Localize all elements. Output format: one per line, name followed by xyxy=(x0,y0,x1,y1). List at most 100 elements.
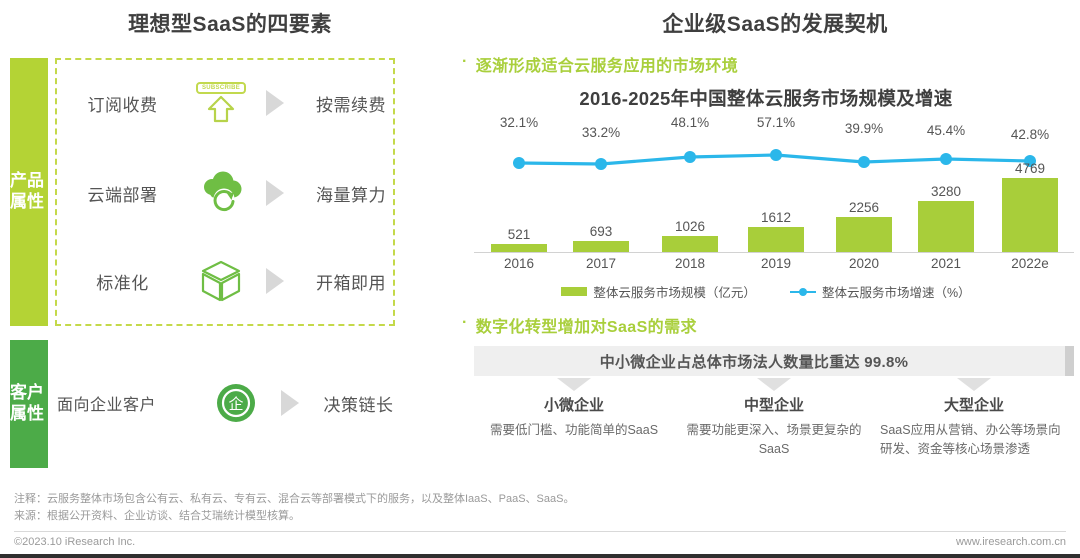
bullet-heading-demand: · 数字化转型增加对SaaS的需求 xyxy=(462,313,1080,337)
banner-tail-block xyxy=(1065,346,1074,376)
down-triangle-icon xyxy=(957,378,991,391)
growth-label: 42.8% xyxy=(1010,127,1050,142)
growth-label: 45.4% xyxy=(926,123,966,138)
enterprise-badge-char: 企 xyxy=(228,395,243,413)
bar-rect xyxy=(918,201,974,252)
footer-divider xyxy=(14,531,1066,532)
footer: 注释：云服务整体市场包含公有云、私有云、专有云、混合云等部署模式下的服务，以及整… xyxy=(14,491,1066,548)
segment-desc: 需要低门槛、功能简单的SaaS xyxy=(489,423,659,437)
x-tick: 2017 xyxy=(585,256,617,271)
flow-arrow-icon xyxy=(252,90,297,116)
bar-column: 693 xyxy=(573,224,629,252)
element-label-left: 云端部署 xyxy=(87,185,158,205)
bar-value: 2256 xyxy=(848,200,880,215)
bar-column: 521 xyxy=(491,227,547,252)
segment-column-medium: 中型企业 需要功能更深入、场景更复杂的SaaS xyxy=(674,378,874,460)
bullet-heading-market-label: 逐渐形成适合云服务应用的市场环境 xyxy=(475,58,739,75)
x-tick: 2021 xyxy=(930,256,962,271)
x-tick: 2018 xyxy=(674,256,706,271)
group-tab-product: 产品属性 xyxy=(10,58,48,326)
x-tick: 2019 xyxy=(760,256,792,271)
element-label-right: 按需续费 xyxy=(316,95,386,115)
group-tab-customer-label: 客户属性 xyxy=(10,383,44,423)
down-triangle-icon xyxy=(757,378,791,391)
smb-share-banner-label: 中小微企业占总体市场法人数量比重达 99.8% xyxy=(599,353,909,371)
growth-label: 39.9% xyxy=(844,121,884,136)
element-label-left: 面向企业客户 xyxy=(57,397,157,414)
enterprise-badge-icon: 企 xyxy=(205,381,267,425)
footer-note: 注释：云服务整体市场包含公有云、私有云、专有云、混合云等部署模式下的服务，以及整… xyxy=(14,492,575,505)
subscribe-badge-text: SUBSCRIBE xyxy=(195,82,247,94)
bar-value: 1026 xyxy=(674,219,706,234)
legend-item-bar: 整体云服务市场规模（亿元） xyxy=(561,282,756,301)
x-axis-tick-labels: 2016 2017 2018 2019 2020 2021 2022e xyxy=(474,256,1074,276)
segment-desc: SaaS应用从营销、办公等场景向研发、资金等核心场景渗透 xyxy=(880,423,1061,457)
bar-rect xyxy=(1002,178,1058,252)
group-tab-customer: 客户属性 xyxy=(10,340,48,468)
bar-value: 1612 xyxy=(760,210,792,225)
element-row: 标准化 开箱即用 xyxy=(55,236,405,326)
segment-column-large: 大型企业 SaaS应用从营销、办公等场景向研发、资金等核心场景渗透 xyxy=(874,378,1074,460)
bar-rect xyxy=(836,217,892,252)
footer-copyright: ©2023.10 iResearch Inc. xyxy=(14,536,136,548)
element-row: 订阅收费 SUBSCRIBE 按需续费 xyxy=(55,58,405,148)
element-label-right: 海量算力 xyxy=(316,185,386,205)
flow-arrow-icon xyxy=(252,180,297,206)
bar-value: 4769 xyxy=(1014,161,1046,176)
bar-column: 2256 xyxy=(836,200,892,252)
footer-source: 来源：根据公开资料、企业访谈、结合艾瑞统计模型核算。 xyxy=(14,510,300,523)
cloud-market-chart: 32.1% 33.2% 48.1% 57.1% 39.9% 45.4% 42.8… xyxy=(474,115,1074,280)
segment-title: 中型企业 xyxy=(743,397,804,414)
bar-column: 3280 xyxy=(918,184,974,252)
growth-label: 48.1% xyxy=(670,115,710,130)
segment-title: 大型企业 xyxy=(943,397,1004,414)
element-label-left: 订阅收费 xyxy=(87,95,158,115)
x-tick: 2016 xyxy=(503,256,535,271)
bar-column: 1612 xyxy=(748,210,804,252)
right-panel-title: 企业级SaaS的发展契机 xyxy=(662,13,888,36)
segment-desc: 需要功能更深入、场景更复杂的SaaS xyxy=(686,423,862,457)
element-label-right: 决策链长 xyxy=(323,395,394,415)
legend-swatch-icon xyxy=(561,287,588,296)
left-panel-title: 理想型SaaS的四要素 xyxy=(128,13,332,36)
enterprise-segment-diagram: 中小微企业占总体市场法人数量比重达 99.8% 小微企业 需要低门槛、功能简单的… xyxy=(474,346,1074,460)
right-panel: · 逐渐形成适合云服务应用的市场环境 2016-2025年中国整体云服务市场规模… xyxy=(462,52,1080,460)
growth-rate-line xyxy=(513,149,1036,170)
bar-value: 3280 xyxy=(930,184,962,199)
legend-label: 整体云服务市场增速（%） xyxy=(821,286,971,300)
bar-rect xyxy=(662,236,718,252)
growth-label-row: 32.1% 33.2% 48.1% 57.1% 39.9% 45.4% 42.8… xyxy=(474,115,1074,142)
segment-column-micro: 小微企业 需要低门槛、功能简单的SaaS xyxy=(474,378,674,460)
bar-rect xyxy=(748,227,804,252)
footer-website: www.iresearch.com.cn xyxy=(955,536,1066,548)
element-row: 云端部署 海量算力 xyxy=(55,148,405,238)
element-label-right: 开箱即用 xyxy=(316,273,386,293)
group-tab-product-label: 产品属性 xyxy=(10,171,44,211)
chart-title: 2016-2025年中国整体云服务市场规模及增速 xyxy=(579,88,953,109)
x-tick: 2022e xyxy=(1011,256,1049,271)
bar-column: 1026 xyxy=(662,219,718,252)
bar-rect xyxy=(573,241,629,252)
bullet-heading-demand-label: 数字化转型增加对SaaS的需求 xyxy=(475,319,697,336)
flow-arrow-icon xyxy=(267,390,312,416)
cube-box-icon xyxy=(190,258,252,304)
growth-label: 32.1% xyxy=(499,115,539,130)
growth-label: 57.1% xyxy=(756,115,796,130)
cloud-sync-icon xyxy=(190,171,252,215)
flow-arrow-icon xyxy=(252,268,297,294)
legend-line-icon xyxy=(789,287,816,296)
segment-columns: 小微企业 需要低门槛、功能简单的SaaS 中型企业 需要功能更深入、场景更复杂的… xyxy=(474,378,1074,460)
smb-share-banner: 中小微企业占总体市场法人数量比重达 99.8% xyxy=(474,346,1074,376)
down-triangle-icon xyxy=(557,378,591,391)
bar-column: 4769 xyxy=(1002,161,1058,252)
segment-title: 小微企业 xyxy=(543,397,604,414)
legend-label: 整体云服务市场规模（亿元） xyxy=(593,286,756,300)
bullet-dot-icon: · xyxy=(462,53,468,70)
subscribe-arrow-icon: SUBSCRIBE xyxy=(190,82,252,124)
element-row: 面向企业客户 企 决策链长 xyxy=(55,358,405,448)
x-tick: 2020 xyxy=(848,256,880,271)
up-arrow-icon xyxy=(207,95,235,123)
bullet-dot-icon: · xyxy=(462,314,468,331)
market-size-bars: 521 693 1026 1612 2256 xyxy=(474,160,1074,252)
